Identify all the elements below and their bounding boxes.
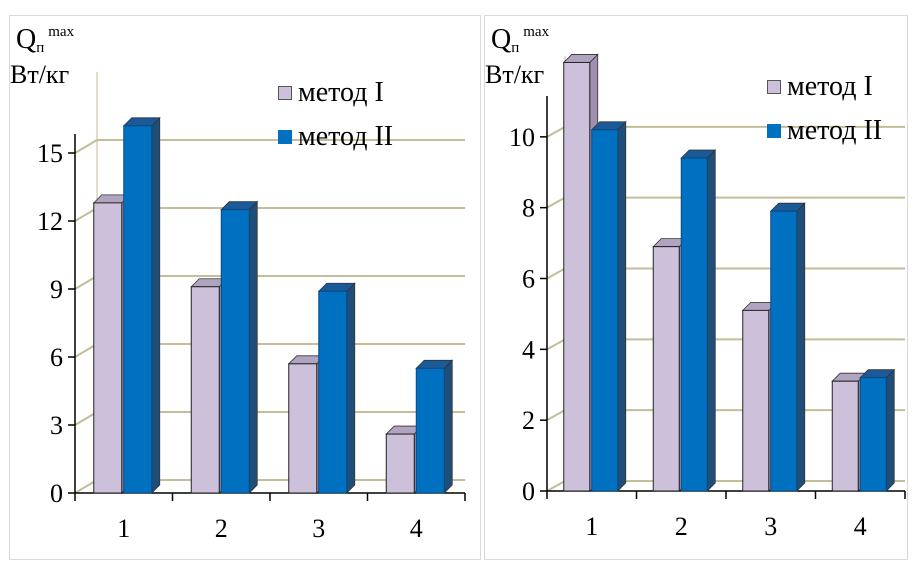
bar [220, 200, 259, 494]
x-tick-label: 4 [410, 514, 423, 543]
legend-label: метод I [298, 77, 384, 108]
bar-face [831, 380, 859, 492]
bar [317, 282, 356, 494]
bar [680, 149, 717, 492]
legend-swatch-method-2 [278, 130, 292, 144]
y-tick-label: 12 [37, 207, 63, 236]
bar [590, 120, 627, 492]
bar-side [248, 200, 258, 494]
y-axis-label-left: Qпmax [16, 24, 75, 56]
y-axis-units-left: Вт/кг [10, 60, 70, 89]
gridline-diag [546, 480, 566, 492]
chart-panel-left: 0 3 6 9 12 15 1 2 3 4 Qпmax Вт/кг метод I метод I… [9, 15, 481, 560]
x-tick-label: 1 [117, 514, 130, 543]
legend-label: метод II [298, 121, 394, 152]
bar-face [591, 129, 619, 492]
bar-side [885, 368, 895, 492]
x-tick-label: 2 [675, 512, 688, 541]
bar-face [123, 125, 153, 494]
bar-face [742, 309, 770, 492]
legend-swatch-method-1 [278, 86, 292, 100]
bar-face [93, 202, 123, 494]
bar-face [288, 363, 318, 494]
gridline-diag [74, 139, 98, 154]
y-tick-label: 9 [50, 275, 63, 304]
legend-label: метод II [787, 115, 883, 146]
y-axis-units-right: Вт/кг [485, 60, 545, 89]
bar-side [151, 116, 161, 494]
y-tick-label: 4 [522, 335, 535, 364]
bar-side [796, 202, 806, 492]
bar-side [346, 282, 356, 494]
legend-swatch-method-2 [767, 124, 781, 138]
bar-face [415, 367, 445, 494]
y-tick-label: 0 [50, 479, 63, 508]
legend-right: метод I метод II [767, 65, 882, 153]
gridline-diag [546, 267, 566, 280]
bar [122, 116, 161, 494]
y-axis-label-right: Qпmax [491, 24, 550, 56]
legend-item: метод I [767, 65, 882, 109]
legend-left: метод I метод II [278, 71, 393, 159]
gridline-diag [546, 409, 566, 422]
gridline-diag [546, 196, 566, 209]
bar-face [190, 286, 220, 494]
bar-face [859, 377, 887, 492]
bar-side [706, 149, 716, 492]
bar-side [617, 120, 627, 492]
bar-face [680, 157, 708, 492]
legend-item: метод II [767, 109, 882, 153]
chart-panel-right: 0 2 4 6 8 10 1 2 3 4 Qпmax Вт/кг метод I метод II [484, 15, 908, 560]
y-tick-label: 10 [509, 123, 535, 152]
y-tick-label: 15 [37, 139, 63, 168]
y-tick-label: 2 [522, 406, 535, 435]
y-tick-label: 6 [522, 265, 535, 294]
x-tick-label: 3 [312, 514, 325, 543]
y-tick-label: 3 [50, 411, 63, 440]
bar-face [385, 433, 415, 494]
bar-face [652, 246, 680, 492]
y-tick-label: 6 [50, 343, 63, 372]
legend-item: метод II [278, 115, 393, 159]
legend-swatch-method-1 [767, 80, 781, 94]
legend-item: метод I [278, 71, 393, 115]
gridline-diag [546, 125, 566, 138]
bar-face [563, 61, 591, 492]
y-tick-label: 0 [522, 477, 535, 506]
bar-face [770, 210, 798, 492]
y-tick-label: 8 [522, 194, 535, 223]
gridline-diag [546, 338, 566, 351]
bar-face [318, 290, 348, 494]
x-tick-label: 1 [585, 512, 598, 541]
bar [859, 368, 896, 492]
bar-side [443, 359, 453, 494]
bar [769, 202, 806, 492]
x-tick-label: 2 [215, 514, 228, 543]
x-tick-label: 3 [764, 512, 777, 541]
x-tick-label: 4 [854, 512, 867, 541]
legend-label: метод I [787, 71, 873, 102]
bar-face [220, 209, 250, 494]
bar [415, 359, 454, 494]
